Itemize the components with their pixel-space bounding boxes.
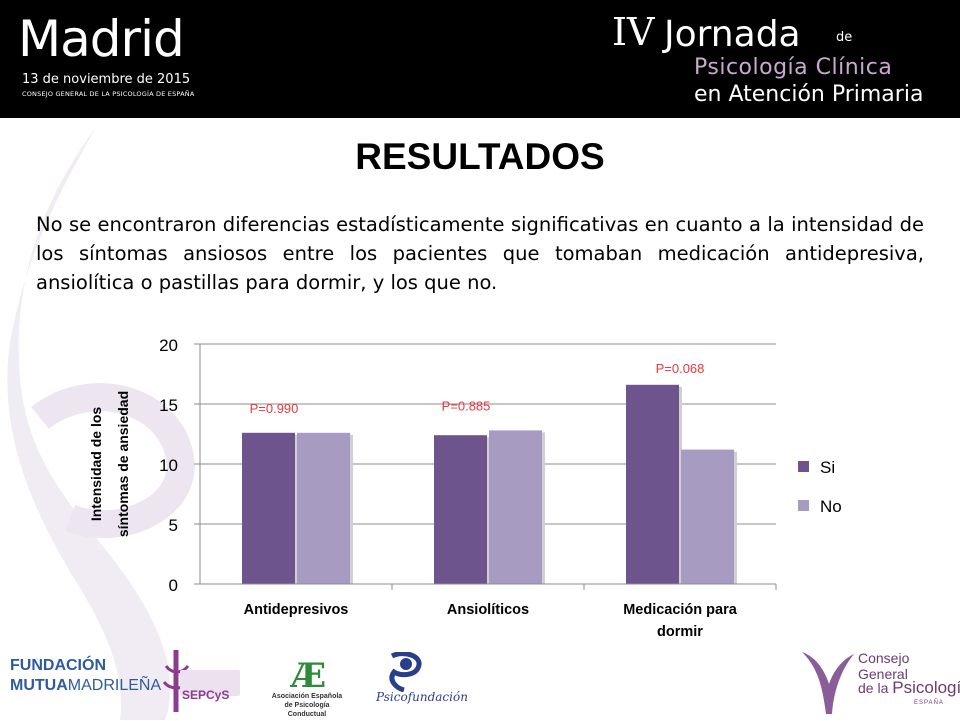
consejo-general-logo: Consejo General de la Psicología ESPAÑA [796, 646, 960, 716]
legend-label: Si [820, 458, 835, 477]
psicofundacion-label: Psicofundación [376, 690, 468, 704]
event-de: de [836, 30, 853, 45]
psicofundacion-emblem-icon [389, 651, 422, 693]
bar-no [681, 449, 734, 584]
y-tick-label: 10 [159, 456, 178, 475]
sepcys-label: SEPCyS [182, 688, 230, 702]
psicofundacion-logo: Psicofundación [374, 651, 474, 714]
consejo-label-line1: Consejo General [858, 650, 910, 682]
fundacion-logo-line2: MUTUAMADRILEÑA [10, 677, 161, 695]
consejo-label-dela: de la [858, 680, 893, 696]
event-subtitle-2: en Atención Primaria [694, 82, 924, 107]
sepcys-emblem-icon [162, 650, 240, 712]
consejo-label-espana: ESPAÑA [914, 700, 944, 706]
aepc-label: Asociación Española de Psicología Conduc… [265, 692, 349, 719]
watermark-decoration [7, 128, 195, 720]
legend-swatch [798, 500, 809, 511]
p-value-label: P=0.990 [250, 401, 299, 416]
bar-no [297, 432, 350, 584]
y-axis-label: síntomas de ansiedad [115, 391, 131, 537]
event-name: Jornada [664, 14, 801, 55]
aepc-label-line1: Asociación Española [271, 693, 343, 700]
svg-text:Æ: Æ [289, 656, 326, 691]
bar-si [242, 432, 295, 584]
city-title: Madrid [18, 10, 185, 68]
y-tick-label: 0 [169, 576, 178, 595]
slide-paragraph: No se encontraron diferencias estadístic… [36, 213, 924, 294]
aepc-emblem-icon: Æ [289, 656, 326, 696]
x-category-label: Antidepresivos [244, 602, 349, 618]
fundacion-mutua-logo: FUNDACIÓN MUTUAMADRILEÑA [10, 655, 161, 705]
consejo-label-line2: de la Psicología [858, 678, 960, 698]
aepc-label-line2: de Psicología Conductual [284, 702, 330, 718]
bar-no [489, 430, 542, 584]
event-subtitle-1: Psicología Clínica [694, 55, 893, 80]
y-tick-label: 15 [159, 396, 178, 415]
sepcys-logo: SEPCyS [158, 648, 248, 714]
fundacion-logo-madrilena: MADRILEÑA [67, 677, 162, 694]
bar-si [626, 384, 679, 584]
consejo-label-psicologia: Psicología [892, 678, 960, 697]
x-category-label: Medicación para [623, 602, 738, 618]
legend-label: No [820, 497, 842, 516]
fundacion-logo-mutua: MUTUA [10, 677, 68, 694]
slide-title: RESULTADOS [355, 136, 605, 177]
header-banner: Madrid 13 de noviembre de 2015 CONSEJO G… [0, 0, 960, 118]
p-value-label: P=0.068 [656, 361, 705, 376]
organizer-name: CONSEJO GENERAL DE LA PSICOLOGÍA DE ESPA… [22, 90, 195, 98]
y-tick-label: 5 [169, 516, 178, 535]
y-tick-label: 20 [159, 336, 178, 355]
aepc-logo: Æ Asociación Española de Psicología Cond… [265, 655, 355, 718]
x-category-label: Ansiolíticos [447, 602, 529, 618]
consejo-emblem-icon [802, 652, 854, 714]
y-axis-label: Intensidad de los [88, 407, 104, 522]
p-value-label: P=0.885 [442, 398, 491, 413]
event-date: 13 de noviembre de 2015 [22, 72, 191, 87]
legend-swatch [798, 461, 809, 472]
x-category-label: dormir [657, 624, 703, 640]
event-edition: IV [612, 10, 655, 54]
bar-si [434, 435, 487, 584]
fundacion-logo-line1: FUNDACIÓN [10, 657, 106, 674]
